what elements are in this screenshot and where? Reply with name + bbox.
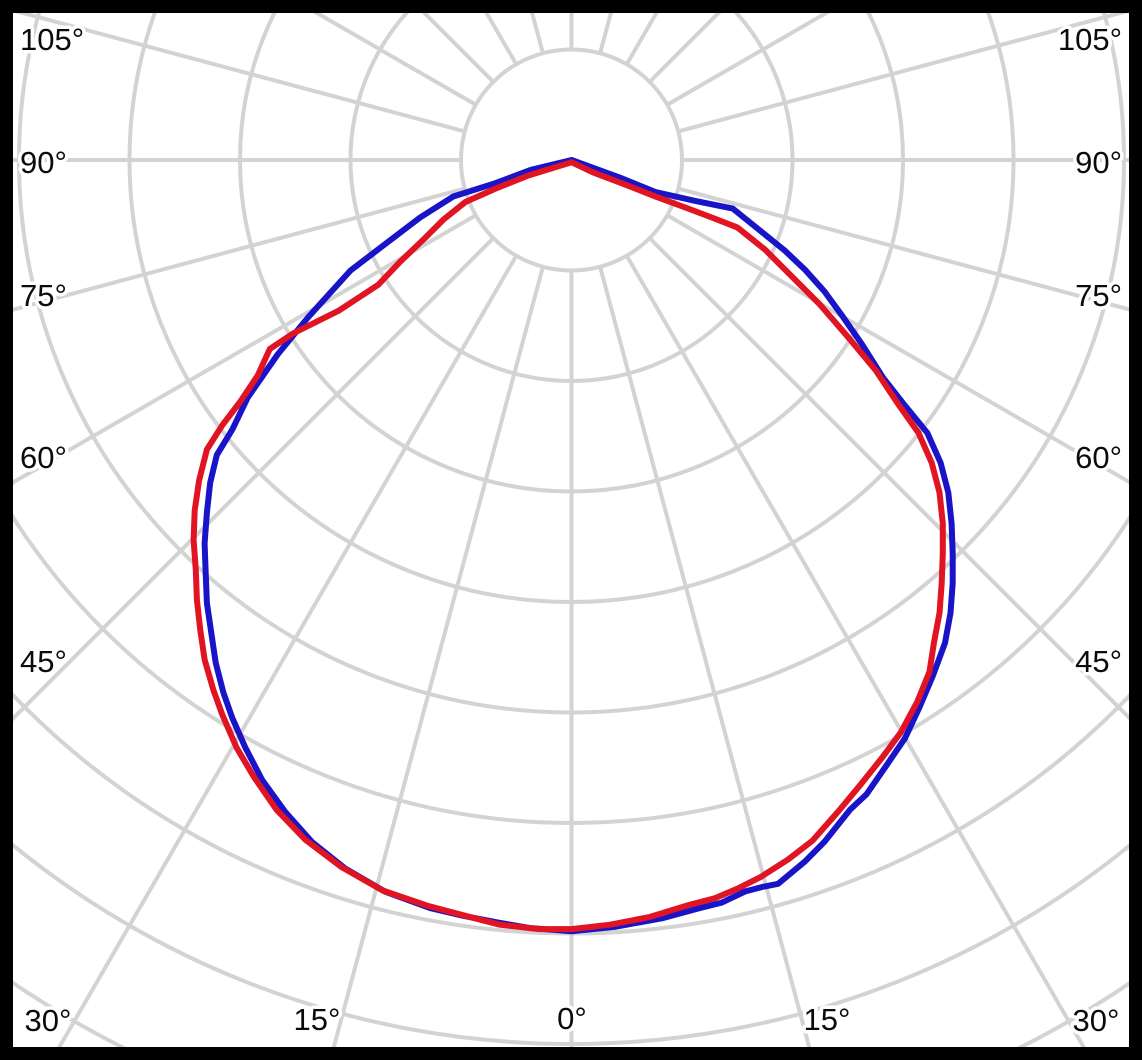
grid-radial-line <box>666 213 1129 485</box>
angle-label: 75° <box>1075 278 1122 313</box>
angle-label: 15° <box>294 1002 341 1037</box>
angle-label: 0° <box>557 1001 587 1036</box>
angle-label: 105° <box>1058 22 1122 57</box>
angle-label: 30° <box>1073 1003 1120 1038</box>
grid-radial-line <box>13 213 477 485</box>
angle-label: 75° <box>20 278 67 313</box>
grid-radial-line <box>15 13 466 134</box>
grid-radial-line <box>331 266 545 1047</box>
grid-radial-line <box>598 266 812 1047</box>
angle-label: 90° <box>1075 145 1122 180</box>
angle-label: 45° <box>20 644 67 679</box>
curve-red <box>190 159 946 933</box>
grid-radial-line <box>13 186 466 312</box>
grid-radial-line <box>625 254 1086 1047</box>
angle-label: 45° <box>1075 644 1122 679</box>
angle-label: 15° <box>804 1002 851 1037</box>
grid-radial-line <box>648 236 1129 721</box>
angle-label: 90° <box>20 145 67 180</box>
angle-label: 105° <box>20 22 84 57</box>
grid-radial-line <box>57 254 518 1047</box>
angle-label: 30° <box>25 1003 72 1038</box>
angle-label: 60° <box>1075 440 1122 475</box>
grid-radial-line <box>13 236 495 722</box>
grid-radial-line <box>677 13 1128 134</box>
grid-radial-line <box>677 186 1129 312</box>
angle-label: 60° <box>20 440 67 475</box>
